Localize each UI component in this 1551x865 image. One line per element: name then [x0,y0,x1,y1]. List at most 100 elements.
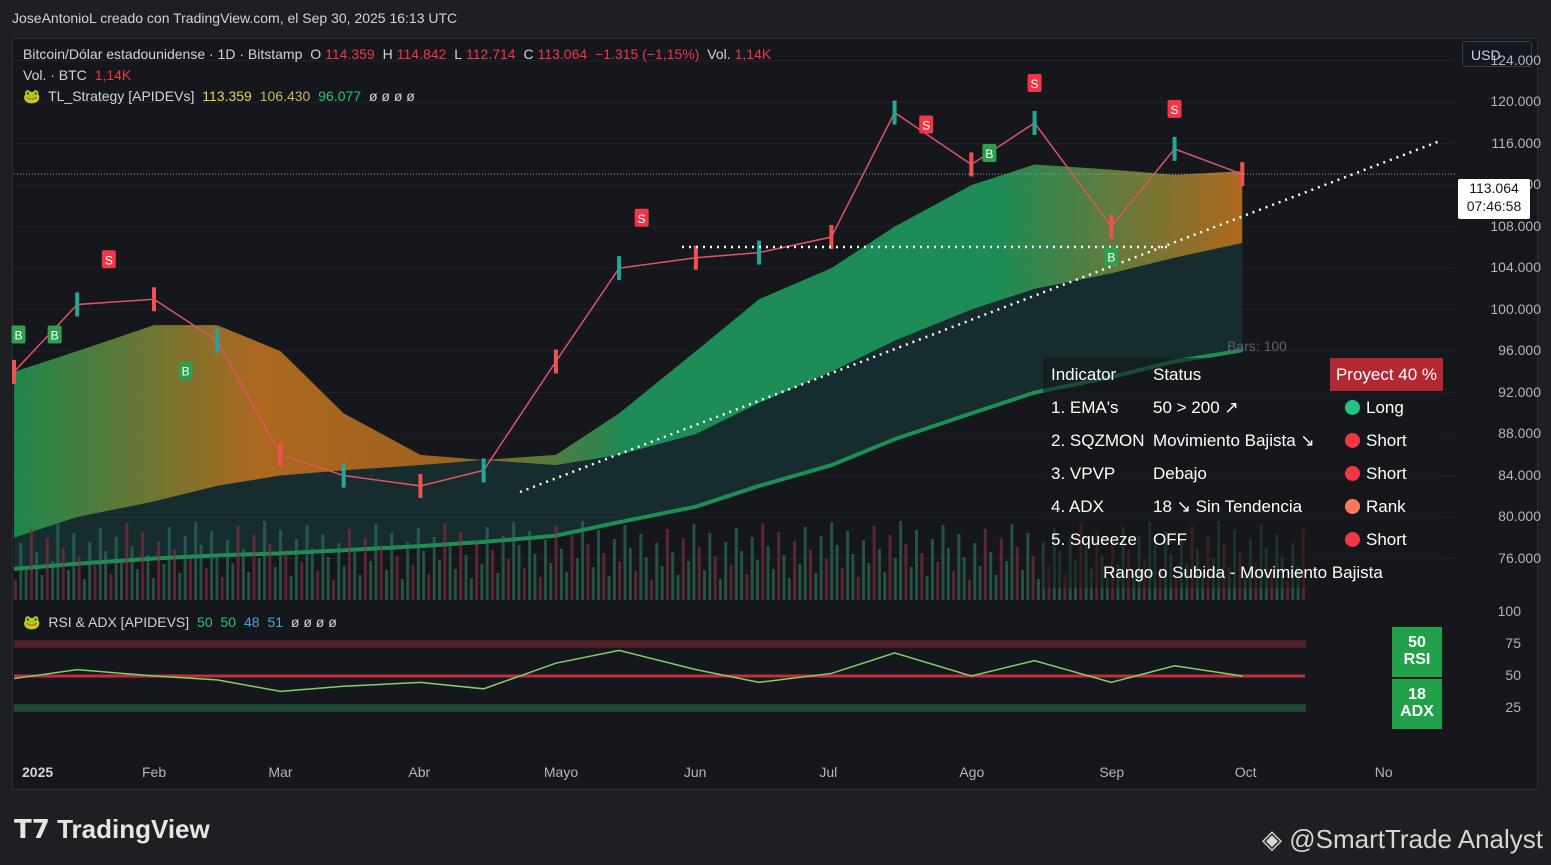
indicator-value-3: 96.077 [318,88,362,104]
volume-bar [178,573,182,600]
author-watermark: ◈ @SmartTrade Analyst [1262,824,1543,855]
frog-icon: 🐸 [23,614,41,630]
time-tick-label: Oct [1234,764,1257,780]
volume-bar [109,574,113,600]
volume-bar [544,540,547,600]
candle [1240,162,1245,187]
volume-bar [888,535,892,600]
volume-bar [925,576,929,600]
rsi-legend[interactable]: 🐸 RSI & ADX [APIDEVS] 50 50 48 51 ø ø ø … [23,614,341,631]
volume-bar [204,568,208,600]
low-value: 112.714 [466,46,516,62]
volume-bar [416,528,420,600]
symbol-legend: Bitcoin/Dólar estadounidense · 1D · Bits… [23,46,775,62]
red-dot-icon [1345,466,1360,481]
rsi-tick-label: 25 [1505,699,1521,715]
signal-marker [47,325,62,344]
volume-bar [496,573,500,600]
signal-label: B [1107,251,1115,265]
row-indicator: 5. Squeeze [1051,530,1138,549]
time-tick-label: 2025 [22,764,54,780]
row-indicator: 3. VPVP [1051,464,1116,483]
volume-bar [236,526,240,600]
rsi-value-4: 51 [267,614,284,630]
indicator-value-2: 106.430 [259,88,311,104]
volume-bar [703,570,706,600]
price-tick-label: 76.000 [1498,549,1541,566]
volume-bar [554,526,558,600]
last-price: 113.064 [1469,180,1519,196]
volume-bar [14,580,17,600]
volume-bar [533,554,537,600]
volume-bar [999,538,1003,600]
volume-bar [660,566,664,600]
volume-bar [915,530,918,600]
row-signal: Long [1337,391,1443,424]
volume-bar [872,526,876,600]
tv-logo-icon: 𝗧𝟳 [14,815,50,845]
volume-bar [210,531,214,600]
volume-bar [220,577,224,600]
row-status: 18 ↘ Sin Tendencia [1153,497,1303,516]
volume-bar [628,548,632,600]
row-indicator: 1. EMA's [1051,398,1119,417]
volume-bar [93,565,97,600]
oversold-band [14,704,1306,712]
volume-bar [268,544,272,600]
volume-bar [438,560,441,600]
volume-bar [135,569,139,600]
volume-bar [777,532,781,600]
volume-bar [612,539,616,600]
volume-bar [989,552,993,600]
volume-bar [1021,570,1024,600]
volume-bar [332,580,335,600]
volume-bar [188,559,192,600]
volume-bar [830,522,834,600]
volume-label: Vol. [707,46,731,62]
frog-icon: 🐸 [23,88,41,104]
volume-bar [215,554,219,600]
volume-bar [141,532,145,600]
volume-bar [353,552,357,600]
indicator-value-1: 113.359 [202,88,252,104]
header-indicator: Indicator [1051,365,1117,384]
volume-bar [252,535,256,600]
volume-bar [40,575,44,600]
candle [481,458,486,483]
row-indicator: 4. ADX [1051,497,1104,516]
volume-bar [385,570,388,600]
volume-bar [957,534,961,600]
price-tick-label: 84.000 [1498,466,1541,483]
volume-value: 1,14K [734,46,772,62]
volume-bar [35,552,39,600]
volume-bar [893,558,897,600]
volume-bar [549,563,553,600]
volume-bar [692,524,696,600]
volume-bar [639,534,643,600]
volume-bar [867,563,871,600]
volume-bar [745,574,749,600]
volume-bar [162,564,166,600]
time-tick-label: Ago [959,764,985,780]
volume-bar [798,564,802,600]
volume-bar [1015,547,1019,600]
volume-bar [491,550,494,600]
volume-bar [1005,561,1009,600]
row-status: OFF [1153,530,1187,549]
volume-bar [528,531,532,600]
volume-bar [390,533,394,600]
volume-bar [809,550,812,600]
price-tick-label: 80.000 [1498,508,1541,525]
tradingview-logo[interactable]: 𝗧𝟳 TradingView [14,814,210,845]
volume-bar [1286,580,1289,600]
volume-bar [19,543,23,600]
volume-bar [676,575,680,600]
time-tick-label: Jun [683,764,707,780]
volume-bar [506,559,510,600]
currency-selector[interactable]: USD [1462,41,1532,67]
volume-bar [793,541,797,600]
volume-bar [512,522,516,600]
indicator-legend[interactable]: 🐸 TL_Strategy [APIDEVs] 113.359 106.430 … [23,88,419,105]
signal-label: B [51,328,59,342]
